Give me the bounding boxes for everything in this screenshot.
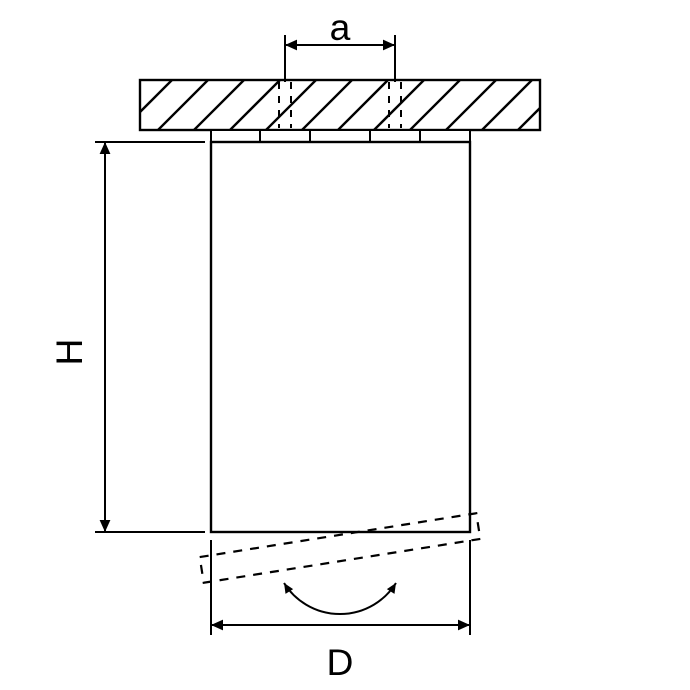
mounting-plate	[211, 130, 470, 142]
ceiling-hatch	[0, 80, 604, 130]
lamp-body	[211, 142, 470, 532]
label-H: H	[48, 339, 90, 366]
pivot-arc	[284, 583, 396, 614]
label-D: D	[327, 641, 354, 683]
label-a: a	[330, 6, 351, 48]
mounting-bracket	[370, 130, 420, 142]
mounting-bracket	[260, 130, 310, 142]
